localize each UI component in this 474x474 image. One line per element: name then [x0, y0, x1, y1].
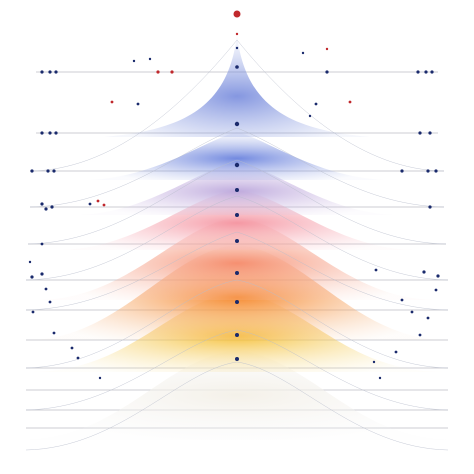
dot — [235, 239, 239, 243]
dot — [424, 70, 428, 74]
curve — [27, 159, 447, 245]
dot — [46, 169, 50, 173]
dot — [235, 46, 239, 50]
dot — [325, 70, 329, 74]
layer — [60, 190, 414, 250]
dot — [156, 70, 160, 74]
dot — [96, 199, 100, 203]
dot — [434, 169, 438, 173]
dot — [30, 275, 34, 279]
dot — [434, 288, 438, 292]
dot — [148, 57, 152, 61]
dot — [235, 357, 239, 361]
curve — [29, 127, 445, 208]
layer — [90, 132, 384, 180]
dot — [48, 300, 52, 304]
dot — [50, 205, 54, 209]
curve — [25, 195, 449, 281]
curve — [25, 361, 449, 451]
dot — [410, 310, 414, 314]
dot — [70, 346, 74, 350]
dot — [98, 376, 102, 380]
dot — [418, 333, 422, 337]
dot — [48, 70, 52, 74]
dot — [426, 316, 430, 320]
dot — [132, 59, 136, 63]
dot — [235, 213, 239, 217]
dot — [372, 360, 376, 364]
dot — [234, 121, 240, 127]
layer — [40, 218, 434, 300]
curve — [25, 329, 449, 411]
dot — [422, 270, 426, 274]
dot — [235, 300, 239, 304]
dot — [308, 114, 312, 118]
dot — [378, 376, 382, 380]
dot — [40, 242, 44, 246]
dot — [88, 202, 92, 206]
dot — [170, 70, 174, 74]
dot — [235, 271, 239, 275]
dot — [28, 260, 32, 264]
dot — [235, 188, 239, 192]
dot — [102, 203, 106, 207]
dots — [28, 10, 440, 380]
layer — [20, 350, 454, 440]
dot — [235, 32, 239, 36]
dot — [430, 70, 434, 74]
dot — [44, 287, 48, 291]
dot — [400, 298, 404, 302]
dot — [428, 205, 432, 209]
dot — [52, 331, 56, 335]
dot — [234, 162, 240, 168]
dot — [314, 102, 318, 106]
dot — [30, 169, 34, 173]
dot — [235, 65, 239, 69]
fine-curves — [25, 39, 449, 451]
dot — [31, 310, 35, 314]
dot — [136, 102, 140, 106]
dot — [48, 131, 52, 135]
dot — [426, 169, 430, 173]
dot — [54, 70, 58, 74]
dot — [40, 70, 44, 74]
dot — [416, 70, 420, 74]
dot — [348, 100, 352, 104]
dot — [40, 272, 44, 276]
dot — [400, 169, 404, 173]
dot — [394, 350, 398, 354]
curve — [25, 279, 449, 369]
dot — [44, 207, 48, 211]
layer — [104, 35, 370, 137]
dot — [54, 131, 58, 135]
dot — [52, 169, 56, 173]
curve — [29, 39, 445, 172]
dot — [374, 268, 378, 272]
dot — [235, 333, 239, 337]
dot — [40, 131, 44, 135]
curve — [25, 231, 449, 311]
dot — [40, 202, 44, 206]
dot — [110, 100, 114, 104]
dot — [436, 274, 440, 278]
dot — [325, 47, 329, 51]
dot — [233, 10, 241, 18]
dot — [418, 131, 422, 135]
dot — [76, 356, 80, 360]
dot — [301, 51, 305, 55]
dot — [428, 131, 432, 135]
